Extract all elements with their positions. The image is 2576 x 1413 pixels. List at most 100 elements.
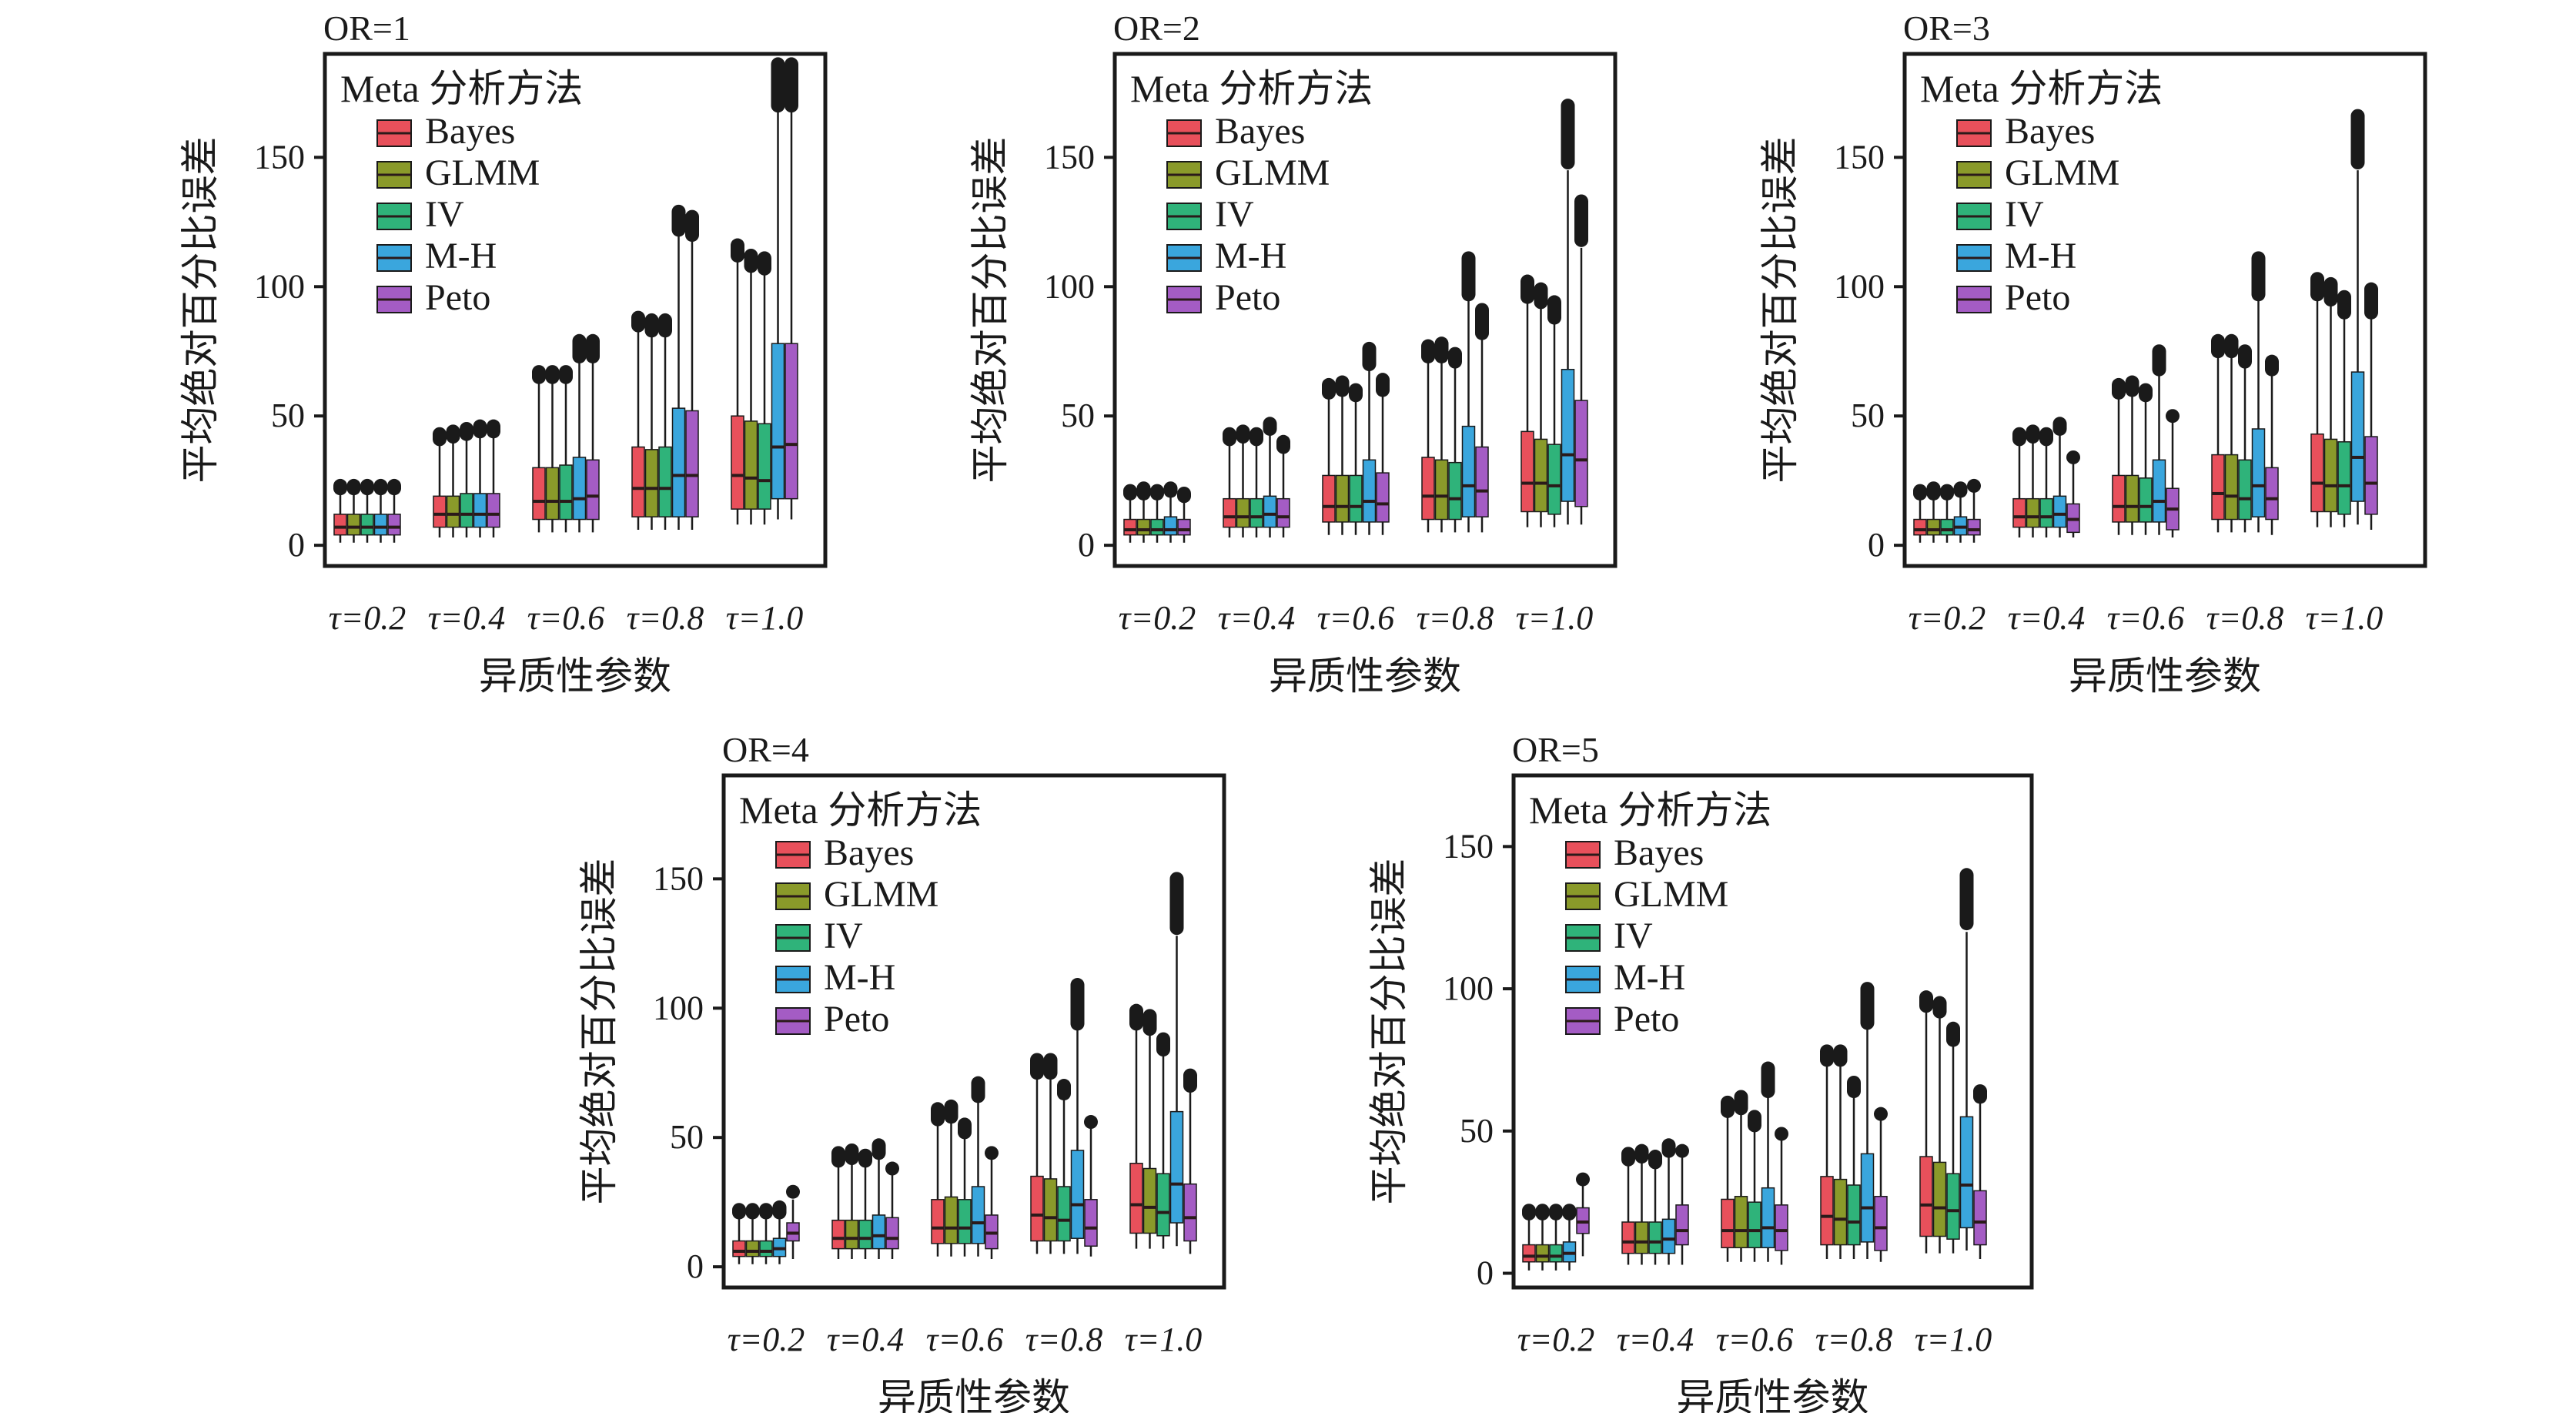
box-glmm <box>2224 454 2239 521</box>
box-peto <box>1574 400 1588 507</box>
outlier-cluster <box>360 478 374 496</box>
box-glmm <box>1734 1196 1748 1249</box>
outlier-cluster <box>2211 333 2225 359</box>
outlier-cluster <box>373 478 388 496</box>
panel-title: OR=5 <box>1512 730 1599 769</box>
y-tick-label: 100 <box>653 989 704 1026</box>
box-bayes <box>1223 497 1236 528</box>
outlier-cluster <box>473 419 487 439</box>
legend-label-bayes: Bayes <box>824 832 914 873</box>
legend-label-iv: IV <box>2005 194 2044 235</box>
x-axis-label: 异质性参数 <box>2069 655 2261 698</box>
box-bayes <box>731 415 744 510</box>
box-iv <box>958 1199 972 1244</box>
x-tick-label: τ=0.2 <box>329 599 406 637</box>
y-tick-label: 100 <box>254 267 305 305</box>
outlier-cluster <box>1223 427 1236 447</box>
box-m-h <box>671 407 686 517</box>
legend-label-m-h: M-H <box>1215 236 1286 276</box>
outlier-cluster <box>1136 481 1151 501</box>
plot-frame <box>1511 773 2034 1290</box>
box-iv <box>2238 459 2252 521</box>
box-peto <box>785 343 798 500</box>
box-peto <box>1967 518 1981 536</box>
outlier-cluster <box>858 1148 872 1168</box>
outlier-cluster <box>2238 344 2252 369</box>
box-iv <box>658 446 672 517</box>
legend-label-bayes: Bayes <box>425 111 515 152</box>
box-peto <box>1183 1183 1197 1242</box>
outlier-point <box>1967 478 1981 493</box>
outlier-cluster <box>2323 276 2338 307</box>
x-tick-label: τ=0.8 <box>2206 599 2283 637</box>
outlier-cluster <box>586 333 600 363</box>
box-glmm <box>446 495 460 528</box>
box-iv <box>758 423 771 510</box>
outlier-cluster <box>2350 109 2365 170</box>
outlier-cluster <box>944 1099 958 1124</box>
box-glmm <box>346 514 361 536</box>
outlier-cluster <box>1621 1147 1635 1167</box>
box-glmm <box>545 467 560 521</box>
box-m-h <box>572 457 587 521</box>
x-tick-label: τ=0.8 <box>1025 1321 1102 1358</box>
outlier-cluster <box>1129 1003 1143 1031</box>
x-tick-label: τ=0.8 <box>1815 1321 1892 1358</box>
legend-title: Meta 分析方法 <box>739 789 982 832</box>
outlier-cluster <box>1169 872 1184 936</box>
box-m-h <box>1959 1116 1974 1229</box>
outlier-cluster <box>1860 982 1875 1030</box>
y-tick-label: 0 <box>1078 526 1095 564</box>
box-iv <box>1847 1184 1861 1246</box>
outlier-cluster <box>1833 1044 1848 1067</box>
box-bayes <box>333 514 347 536</box>
outlier-cluster <box>2125 375 2139 397</box>
y-tick-label: 50 <box>670 1118 704 1156</box>
box-peto <box>885 1217 899 1250</box>
outlier-cluster <box>1335 375 1350 397</box>
outlier-cluster <box>1362 341 1377 372</box>
outlier-cluster <box>1648 1150 1662 1170</box>
legend-label-iv: IV <box>824 916 863 956</box>
box-iv <box>559 464 573 521</box>
outlier-cluster <box>1475 303 1489 340</box>
panel-title: OR=2 <box>1113 8 1200 48</box>
panel-title: OR=1 <box>323 8 410 48</box>
outlier-cluster <box>1150 484 1164 501</box>
box-iv <box>2337 441 2351 515</box>
outlier-cluster <box>1547 295 1561 325</box>
x-tick-label: τ=0.4 <box>2008 599 2085 637</box>
legend-label-peto: Peto <box>824 999 889 1040</box>
outlier-cluster <box>2152 344 2166 377</box>
outlier-cluster <box>1634 1143 1649 1164</box>
box-peto <box>1177 518 1191 536</box>
x-tick-label: τ=0.6 <box>1317 599 1394 637</box>
outlier-cluster <box>1748 1110 1761 1133</box>
box-iv <box>1156 1173 1170 1237</box>
outlier-cluster <box>1448 347 1462 369</box>
y-tick-label: 0 <box>687 1247 704 1285</box>
outlier-cluster <box>2012 427 2026 447</box>
x-tick-label: τ=1.0 <box>1915 1321 1992 1358</box>
outlier-cluster <box>1932 996 1947 1019</box>
box-bayes <box>1919 1156 1933 1237</box>
box-iv <box>2139 477 2153 523</box>
legend-label-m-h: M-H <box>425 236 497 276</box>
outlier-cluster <box>644 313 659 338</box>
plot-frame <box>1112 52 1618 568</box>
outlier-cluster <box>387 478 401 496</box>
y-tick-label: 100 <box>1044 267 1095 305</box>
box-iv <box>1349 474 1363 523</box>
x-tick-label: τ=0.6 <box>2107 599 2184 637</box>
box-m-h <box>1860 1153 1875 1243</box>
outlier-cluster <box>731 238 744 263</box>
y-tick-label: 0 <box>1477 1254 1494 1292</box>
box-m-h <box>871 1214 886 1250</box>
outlier-cluster <box>545 365 560 384</box>
outlier-cluster <box>1919 990 1933 1013</box>
plot-frame <box>1902 52 2427 568</box>
x-tick-label: τ=0.4 <box>827 1321 904 1358</box>
box-m-h <box>2350 371 2365 502</box>
